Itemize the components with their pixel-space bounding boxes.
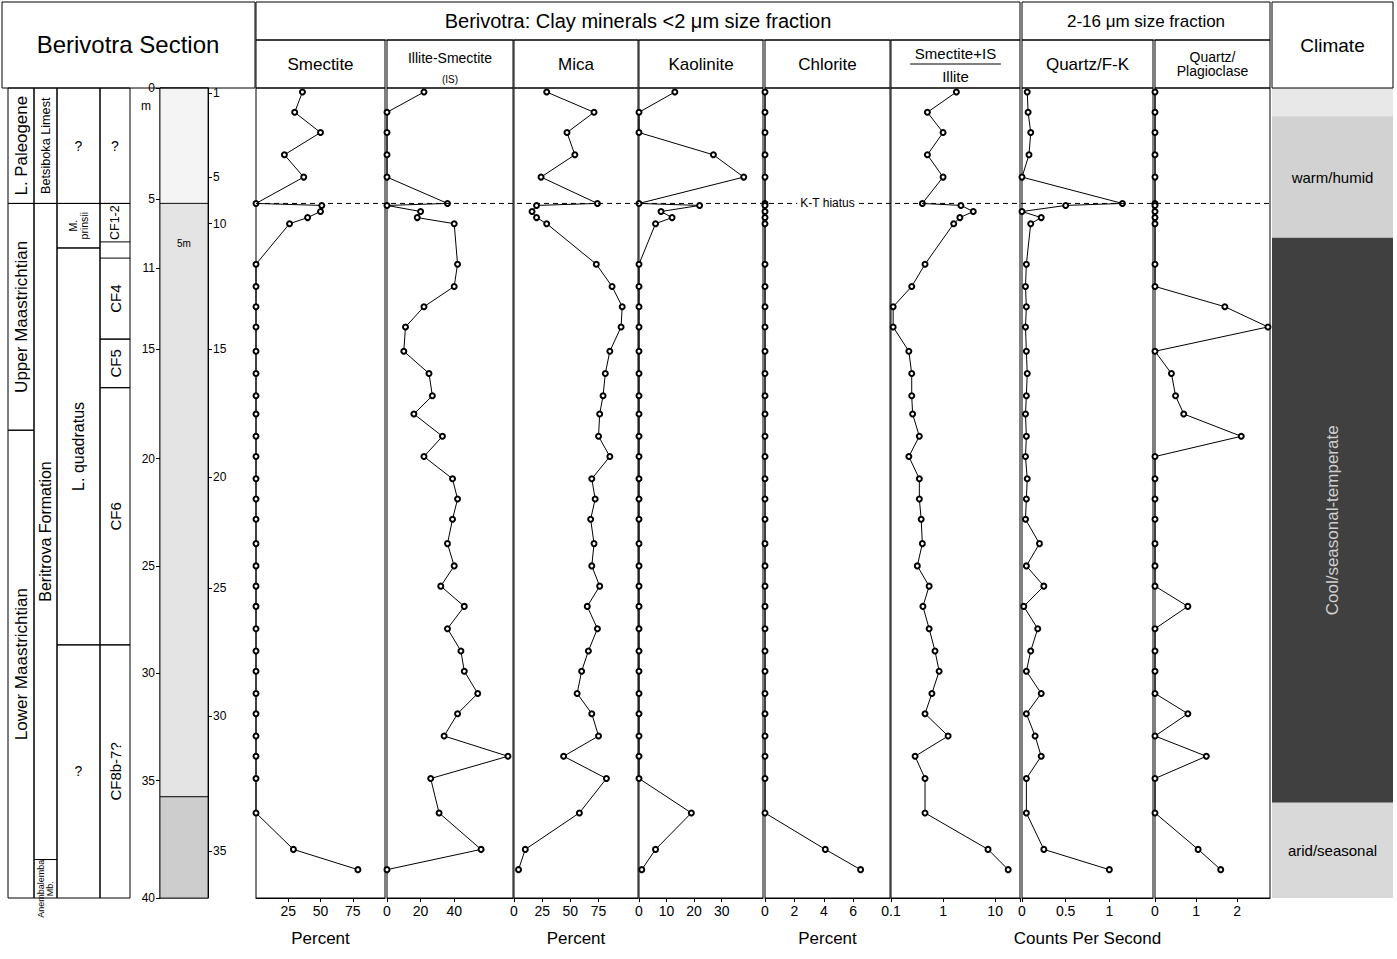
svg-text:Upper Maastrichtian: Upper Maastrichtian <box>12 241 31 393</box>
svg-text:m: m <box>141 99 151 113</box>
svg-text:Percent: Percent <box>798 929 857 948</box>
svg-text:Counts Per Second: Counts Per Second <box>1014 929 1161 948</box>
svg-text:M.: M. <box>67 219 79 232</box>
svg-text:1: 1 <box>939 903 947 919</box>
svg-text:Cool/seasonal-temperate: Cool/seasonal-temperate <box>1323 425 1342 615</box>
svg-text:Illite-Smectite: Illite-Smectite <box>408 50 492 66</box>
svg-text:Illite: Illite <box>942 68 969 85</box>
svg-text:0: 0 <box>761 903 769 919</box>
svg-text:Percent: Percent <box>547 929 606 948</box>
svg-text:Lower Maastrichtian: Lower Maastrichtian <box>12 588 31 740</box>
svg-text:50: 50 <box>313 903 329 919</box>
svg-text:?: ? <box>75 763 83 779</box>
svg-text:2: 2 <box>1233 903 1241 919</box>
svg-text:Plagioclase: Plagioclase <box>1177 63 1249 79</box>
svg-text:0: 0 <box>635 903 643 919</box>
svg-text:5: 5 <box>213 170 220 184</box>
svg-text:35: 35 <box>142 774 156 788</box>
svg-text:75: 75 <box>345 903 361 919</box>
svg-text:K-T hiatus: K-T hiatus <box>800 196 854 210</box>
svg-text:0: 0 <box>383 903 391 919</box>
svg-text:20: 20 <box>413 903 429 919</box>
svg-text:25: 25 <box>142 559 156 573</box>
svg-text:35: 35 <box>213 844 227 858</box>
svg-text:Smectite+IS: Smectite+IS <box>915 45 996 62</box>
svg-text:Beritrova Formation: Beritrova Formation <box>37 461 54 602</box>
svg-text:30: 30 <box>213 709 227 723</box>
svg-text:4: 4 <box>820 903 828 919</box>
svg-text:?: ? <box>111 138 119 154</box>
svg-text:0: 0 <box>510 903 518 919</box>
svg-text:30: 30 <box>142 666 156 680</box>
svg-text:1: 1 <box>1192 903 1200 919</box>
svg-text:0: 0 <box>1018 903 1026 919</box>
svg-text:15: 15 <box>142 342 156 356</box>
svg-text:20: 20 <box>686 903 702 919</box>
svg-text:10: 10 <box>213 217 227 231</box>
svg-text:0: 0 <box>1151 903 1159 919</box>
svg-text:2: 2 <box>791 903 799 919</box>
svg-text:20: 20 <box>142 452 156 466</box>
svg-text:Anembalemba: Anembalemba <box>36 859 46 918</box>
svg-text:6: 6 <box>849 903 857 919</box>
svg-text:11: 11 <box>143 261 156 275</box>
svg-text:75: 75 <box>591 903 607 919</box>
svg-text:Percent: Percent <box>291 929 350 948</box>
svg-text:Berivotra: Clay minerals <2 μm: Berivotra: Clay minerals <2 μm size frac… <box>445 10 832 32</box>
svg-text:Kaolinite: Kaolinite <box>668 55 733 74</box>
svg-text:Smectite: Smectite <box>287 55 353 74</box>
svg-text:10: 10 <box>659 903 675 919</box>
svg-text:L. Paleogene: L. Paleogene <box>12 96 31 195</box>
svg-text:1: 1 <box>213 86 220 101</box>
svg-text:Climate: Climate <box>1300 35 1364 56</box>
svg-text:Mica: Mica <box>558 55 594 74</box>
svg-text:Betsiboka Limest: Betsiboka Limest <box>39 97 53 194</box>
svg-text:0: 0 <box>148 81 155 95</box>
svg-text:?: ? <box>75 138 83 154</box>
svg-text:arid/seasonal: arid/seasonal <box>1288 842 1377 859</box>
svg-text:2-16 μm size fraction: 2-16 μm size fraction <box>1067 12 1225 31</box>
svg-text:20: 20 <box>213 470 227 484</box>
svg-text:CF8b-7?: CF8b-7? <box>107 742 124 800</box>
svg-text:CF1-2: CF1-2 <box>108 205 122 240</box>
svg-text:0.5: 0.5 <box>1056 903 1076 919</box>
svg-text:30: 30 <box>714 903 730 919</box>
svg-text:1: 1 <box>1105 903 1113 919</box>
svg-text:Quartz/F-K: Quartz/F-K <box>1046 55 1130 74</box>
svg-text:5m: 5m <box>177 238 191 249</box>
svg-text:CF5: CF5 <box>107 349 124 377</box>
svg-text:50: 50 <box>563 903 579 919</box>
svg-text:prinsii: prinsii <box>78 212 90 239</box>
svg-text:40: 40 <box>446 903 462 919</box>
svg-text:5: 5 <box>148 192 155 206</box>
svg-text:25: 25 <box>534 903 550 919</box>
svg-text:10: 10 <box>987 903 1003 919</box>
svg-text:warm/humid: warm/humid <box>1291 169 1374 186</box>
svg-text:(IS): (IS) <box>442 74 458 85</box>
svg-text:25: 25 <box>213 581 227 595</box>
svg-text:Quartz/: Quartz/ <box>1189 49 1236 65</box>
svg-text:15: 15 <box>213 342 227 356</box>
svg-text:Berivotra Section: Berivotra Section <box>37 31 220 58</box>
svg-text:0.1: 0.1 <box>881 903 901 919</box>
svg-text:Chlorite: Chlorite <box>798 55 857 74</box>
svg-text:25: 25 <box>280 903 296 919</box>
svg-text:40: 40 <box>142 891 156 905</box>
svg-text:CF4: CF4 <box>107 284 124 312</box>
svg-text:CF6: CF6 <box>107 502 124 530</box>
svg-text:L. quadratus: L. quadratus <box>70 402 87 491</box>
svg-text:Mb.: Mb. <box>45 881 55 896</box>
